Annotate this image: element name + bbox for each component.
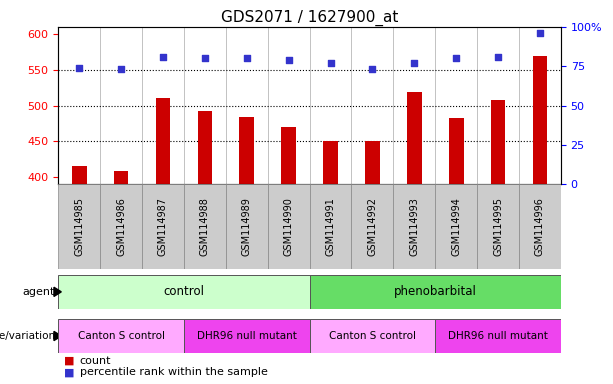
Bar <box>533 56 547 184</box>
Bar <box>394 184 435 269</box>
Text: genotype/variation: genotype/variation <box>0 331 55 341</box>
Text: DHR96 null mutant: DHR96 null mutant <box>197 331 297 341</box>
Bar <box>407 92 422 184</box>
Point <box>116 66 126 73</box>
Text: GSM114994: GSM114994 <box>451 197 461 256</box>
Point <box>326 60 335 66</box>
Point <box>535 30 545 36</box>
Bar <box>365 141 379 184</box>
Text: Canton S control: Canton S control <box>78 331 164 341</box>
Point <box>158 54 168 60</box>
Bar <box>310 319 435 353</box>
Polygon shape <box>54 287 61 296</box>
Point <box>284 57 294 63</box>
Text: agent: agent <box>23 287 55 297</box>
Bar <box>519 184 561 269</box>
Bar <box>226 184 268 269</box>
Point <box>242 55 251 61</box>
Bar <box>240 117 254 184</box>
Text: DHR96 null mutant: DHR96 null mutant <box>448 331 548 341</box>
Point <box>451 55 461 61</box>
Bar <box>351 184 394 269</box>
Bar <box>281 127 296 184</box>
Point <box>200 55 210 61</box>
Bar <box>268 184 310 269</box>
Bar <box>491 100 505 184</box>
Bar <box>310 275 561 309</box>
Bar <box>435 184 477 269</box>
Bar <box>323 141 338 184</box>
Bar <box>58 275 310 309</box>
Polygon shape <box>54 331 61 341</box>
Text: GSM114986: GSM114986 <box>116 197 126 256</box>
Text: GSM114985: GSM114985 <box>74 197 84 256</box>
Text: GSM114991: GSM114991 <box>326 197 335 256</box>
Bar <box>114 171 128 184</box>
Text: ■: ■ <box>64 367 75 377</box>
Text: GSM114996: GSM114996 <box>535 197 545 256</box>
Point <box>368 66 378 73</box>
Text: GSM114987: GSM114987 <box>158 197 168 256</box>
Bar <box>310 184 351 269</box>
Bar <box>100 184 142 269</box>
Point <box>74 65 84 71</box>
Bar <box>449 119 463 184</box>
Text: GSM114992: GSM114992 <box>367 197 378 256</box>
Text: GSM114993: GSM114993 <box>409 197 419 256</box>
Text: GSM114995: GSM114995 <box>493 197 503 256</box>
Text: GSM114988: GSM114988 <box>200 197 210 256</box>
Bar <box>58 319 184 353</box>
Text: GSM114989: GSM114989 <box>242 197 252 256</box>
Point <box>409 60 419 66</box>
Text: percentile rank within the sample: percentile rank within the sample <box>80 367 267 377</box>
Text: ■: ■ <box>64 356 75 366</box>
Text: phenobarbital: phenobarbital <box>394 285 477 298</box>
Bar <box>435 319 561 353</box>
Title: GDS2071 / 1627900_at: GDS2071 / 1627900_at <box>221 9 398 25</box>
Text: GSM114990: GSM114990 <box>284 197 294 256</box>
Bar <box>58 184 100 269</box>
Bar <box>477 184 519 269</box>
Bar <box>142 184 184 269</box>
Bar <box>184 319 310 353</box>
Text: count: count <box>80 356 111 366</box>
Point <box>493 54 503 60</box>
Bar <box>72 166 86 184</box>
Text: Canton S control: Canton S control <box>329 331 416 341</box>
Text: control: control <box>164 285 204 298</box>
Bar <box>156 98 170 184</box>
Bar <box>197 111 212 184</box>
Bar <box>184 184 226 269</box>
